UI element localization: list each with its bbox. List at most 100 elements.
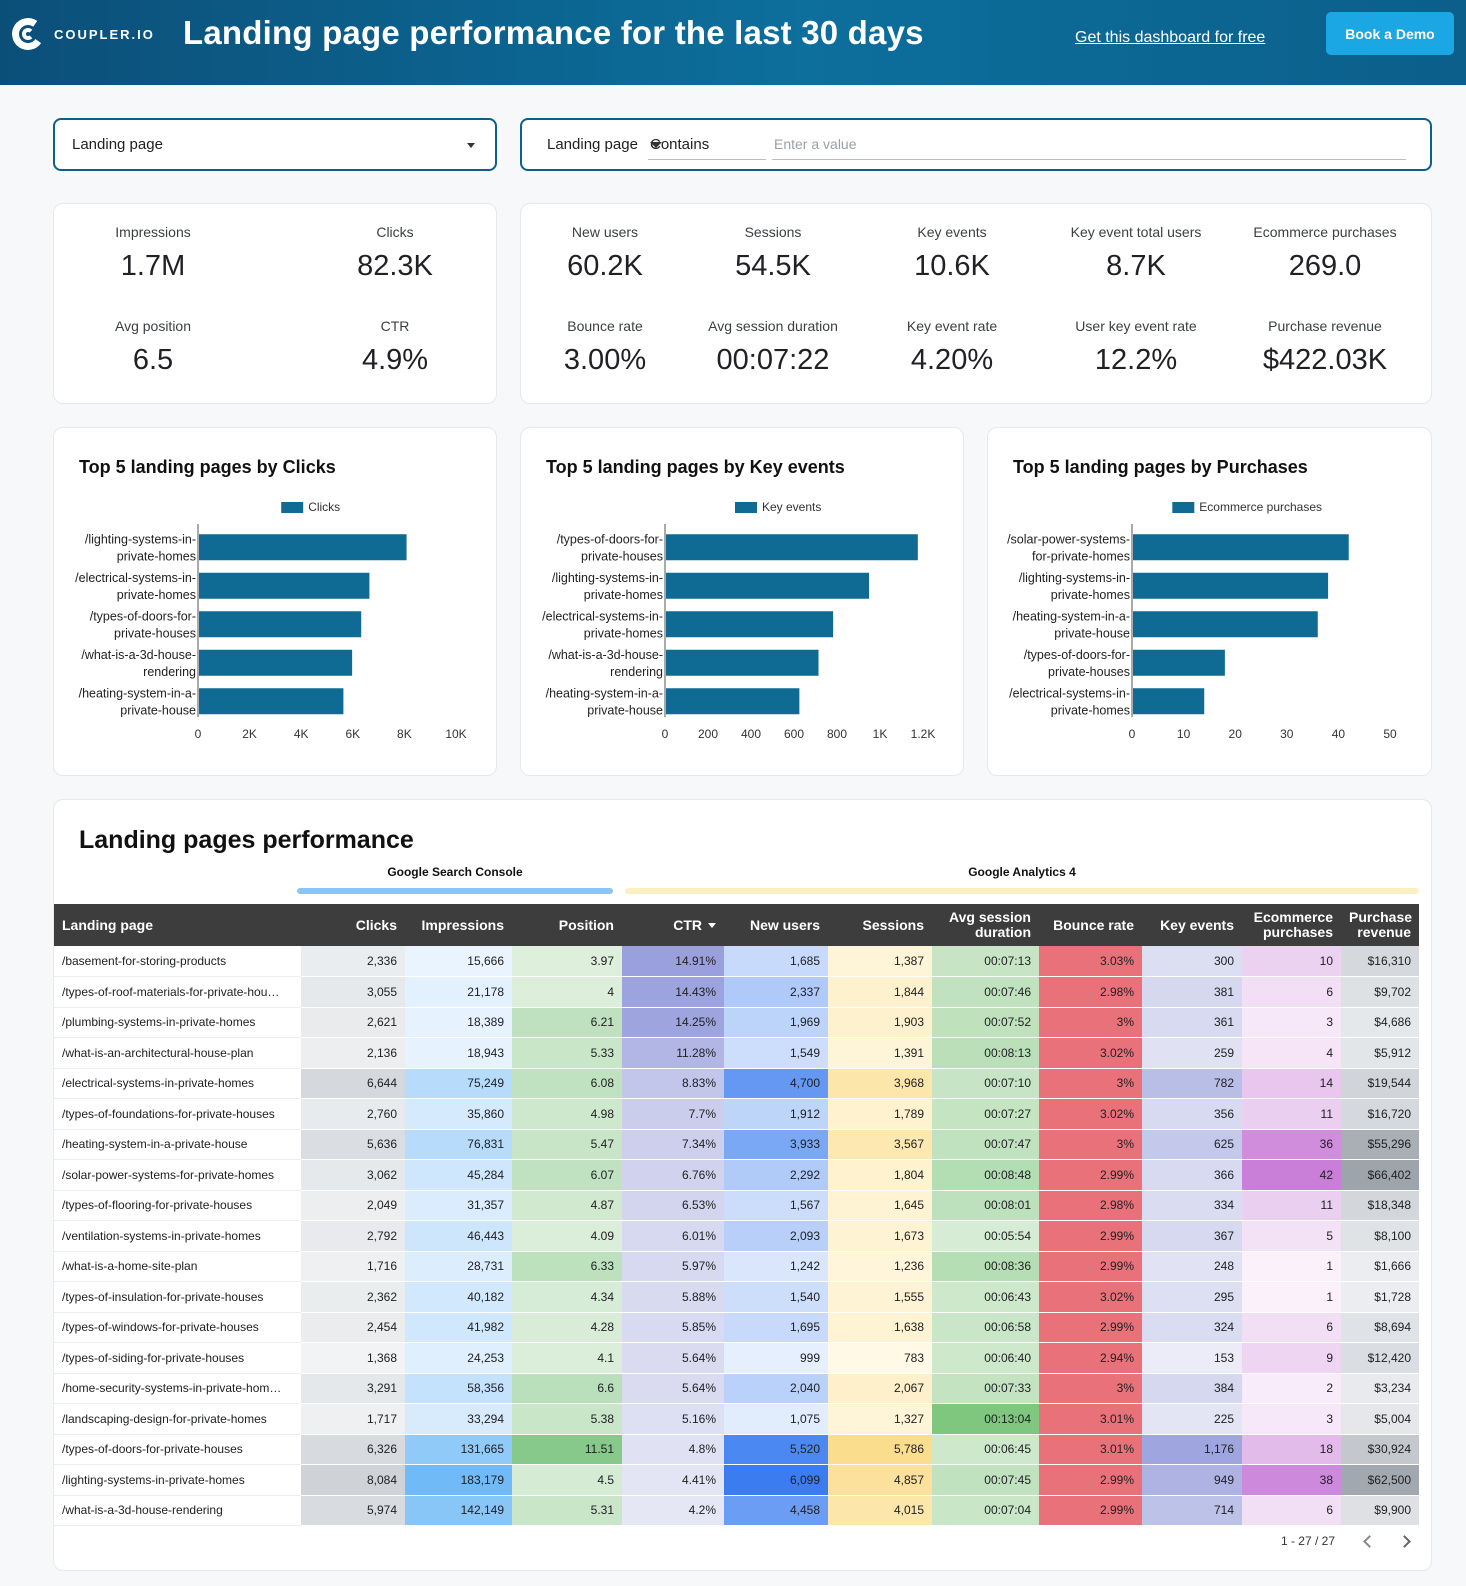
filter-value-input[interactable] [772,128,1406,160]
bar[interactable] [1133,649,1225,676]
table-row[interactable]: /electrical-systems-in-private-homes 6,64… [54,1068,1419,1099]
category-label: private-homes [117,588,196,602]
bar[interactable] [1133,534,1349,561]
kpi-value: 10.6K [914,250,990,282]
caret-down-icon [650,142,662,148]
kpi-label: New users [571,224,639,240]
table-row[interactable]: /landscaping-design-for-private-homes 1,7… [54,1403,1419,1435]
cell-ctr: 14.91% [622,946,724,977]
cell-position: 4.5 [512,1464,622,1496]
cell-avg-session-duration: 00:06:45 [932,1434,1039,1465]
chart-title: Top 5 landing pages by Key events [546,457,845,477]
col-header-ecommerce-purchases[interactable]: Ecommerce purchases [1242,904,1341,946]
table-row[interactable]: /heating-system-in-a-private-house 5,636 7… [54,1129,1419,1160]
cell-landing-page: /home-security-systems-in-private-hom… [54,1373,301,1404]
kpi-avg-position: Avg position 6.5 [53,318,253,377]
book-demo-button[interactable]: Book a Demo [1326,12,1454,55]
category-label: private-homes [584,588,663,602]
table-row[interactable]: /types-of-insulation-for-private-houses 2… [54,1281,1419,1313]
table-row[interactable]: /types-of-windows-for-private-houses 2,45… [54,1312,1419,1343]
cell-ecommerce-purchases: 4 [1242,1037,1341,1069]
category-label: /heating-system-in-a- [546,686,663,700]
bar[interactable] [666,688,800,715]
cell-impressions: 33,294 [405,1403,512,1435]
bar[interactable] [199,572,370,599]
kpi-value: 1.7M [120,250,186,282]
table-row[interactable]: /types-of-roof-materials-for-private-hou… [54,976,1419,1008]
chevron-right-icon[interactable] [1398,1534,1411,1548]
table-row[interactable]: /types-of-flooring-for-private-houses 2,0… [54,1190,1419,1221]
cell-position: 3.97 [512,946,622,977]
cell-impressions: 40,182 [405,1281,512,1313]
table-row[interactable]: /types-of-siding-for-private-houses 1,368… [54,1342,1419,1374]
cell-sessions: 1,391 [828,1037,932,1069]
table-row[interactable]: /lighting-systems-in-private-homes 8,084 1… [54,1464,1419,1496]
cell-impressions: 76,831 [405,1129,512,1160]
table-row[interactable]: /what-is-an-architectural-house-plan 2,13… [54,1037,1419,1069]
bar[interactable] [666,572,870,599]
col-header-clicks[interactable]: Clicks [301,904,405,946]
col-header-label: Purchase revenue [1349,909,1413,940]
col-header-bounce-rate[interactable]: Bounce rate [1039,904,1142,946]
col-header-position[interactable]: Position [512,904,622,946]
cell-position: 6.08 [512,1068,622,1099]
bar[interactable] [666,534,918,561]
category-label: /what-is-a-3d-house- [81,648,196,662]
table-row[interactable]: /basement-for-storing-products 2,336 15,66… [54,946,1419,977]
bar[interactable] [199,611,362,638]
cell-avg-session-duration: 00:05:54 [932,1220,1039,1252]
col-header-avg-session-duration[interactable]: Avg session duration [932,904,1039,946]
table-title: Landing pages performance [79,826,414,854]
bar[interactable] [666,611,834,638]
chart-title: Top 5 landing pages by Clicks [79,457,336,477]
col-header-sessions[interactable]: Sessions [828,904,932,946]
cell-landing-page: /solar-power-systems-for-private-homes [54,1159,301,1191]
bar[interactable] [199,534,407,561]
cell-bounce-rate: 3.01% [1039,1434,1142,1465]
cell-ctr: 6.76% [622,1159,724,1191]
cell-ecommerce-purchases: 2 [1242,1373,1341,1404]
bar[interactable] [1133,611,1318,638]
bar[interactable] [1133,688,1205,715]
category-label: /what-is-a-3d-house- [548,648,663,662]
legend-label: Key events [762,500,821,514]
kpi-label: Bounce rate [567,318,643,334]
cell-ctr: 5.88% [622,1281,724,1313]
category-label: private-houses [114,626,196,640]
cell-avg-session-duration: 00:13:04 [932,1403,1039,1435]
cell-sessions: 1,327 [828,1403,932,1435]
col-header-key-events[interactable]: Key events [1142,904,1242,946]
pagination-text: 1 - 27 / 27 [1280,1534,1335,1548]
bar[interactable] [199,688,344,715]
group-label-gsc: Google Search Console [387,865,523,879]
bar[interactable] [199,649,353,676]
chevron-left-icon[interactable] [1363,1534,1376,1548]
get-dashboard-link[interactable]: Get this dashboard for free [1075,29,1266,46]
bar[interactable] [666,649,819,676]
coupler-logo[interactable]: COUPLER.IO [9,15,155,53]
table-row[interactable]: /what-is-a-3d-house-rendering 5,974 142,14… [54,1495,1419,1526]
landing-page-dropdown[interactable]: Landing page [53,118,497,171]
cell-landing-page: /types-of-doors-for-private-houses [54,1434,301,1465]
col-header-purchase-revenue[interactable]: Purchase revenue [1341,904,1419,946]
cell-key-events: 248 [1142,1251,1242,1282]
col-header-impressions[interactable]: Impressions [405,904,512,946]
table-row[interactable]: /home-security-systems-in-private-hom… 3,… [54,1373,1419,1404]
table-row[interactable]: /ventilation-systems-in-private-homes 2,7… [54,1220,1419,1252]
table-row[interactable]: /types-of-doors-for-private-houses 6,326 1… [54,1434,1419,1465]
col-header-new-users[interactable]: New users [724,904,828,946]
cell-sessions: 1,844 [828,976,932,1008]
bar[interactable] [1133,572,1329,599]
table-row[interactable]: /solar-power-systems-for-private-homes 3,… [54,1159,1419,1191]
col-header-ctr[interactable]: CTR [622,904,724,946]
cell-landing-page: /types-of-flooring-for-private-houses [54,1190,301,1221]
category-label: /heating-system-in-a- [1013,609,1130,623]
table-row[interactable]: /types-of-foundations-for-private-houses… [54,1098,1419,1130]
cell-ctr: 5.64% [622,1342,724,1374]
table-row[interactable]: /plumbing-systems-in-private-homes 2,621 1… [54,1007,1419,1038]
cell-purchase-revenue: $8,694 [1341,1312,1419,1343]
kpi-value: 82.3K [357,250,433,282]
operator-select[interactable]: Contains [648,128,766,160]
table-row[interactable]: /what-is-a-home-site-plan 1,716 28,731 6.33… [54,1251,1419,1282]
col-header-landing-page[interactable]: Landing page [54,904,301,946]
